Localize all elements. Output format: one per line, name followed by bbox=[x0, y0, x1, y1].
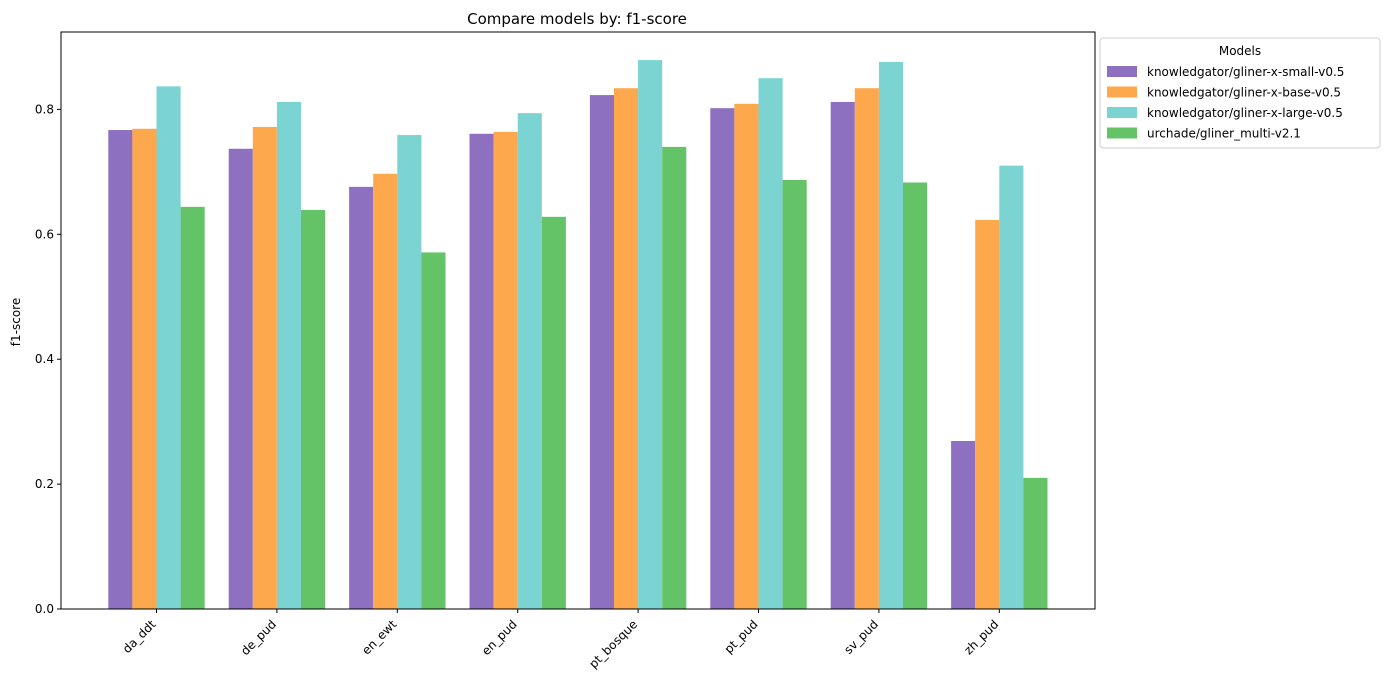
y-tick-label: 0.0 bbox=[35, 602, 54, 616]
bar-da_ddt-series-3 bbox=[180, 206, 205, 609]
bar-pt_bosque-series-2 bbox=[638, 60, 663, 610]
bar-en_pud-series-3 bbox=[541, 216, 566, 609]
x-tick-label-en_pud: en_pud bbox=[479, 617, 520, 658]
legend-label-3: urchade/gliner_multi-v2.1 bbox=[1147, 127, 1301, 141]
bar-en_pud-series-1 bbox=[493, 131, 518, 609]
x-tick-label-da_ddt: da_ddt bbox=[120, 617, 159, 656]
bar-pt_bosque-series-3 bbox=[662, 146, 687, 609]
legend-swatch-2 bbox=[1107, 107, 1137, 118]
bar-da_ddt-series-1 bbox=[132, 128, 157, 610]
bar-de_pud-series-3 bbox=[301, 209, 326, 609]
bar-zh_pud-series-3 bbox=[1023, 477, 1048, 609]
bar-sv_pud-series-0 bbox=[830, 101, 855, 609]
bar-en_pud-series-2 bbox=[517, 113, 542, 610]
legend-items: knowledgator/gliner-x-small-v0.5 knowledg… bbox=[1107, 65, 1344, 141]
x-tick-label-pt_pud: pt_pud bbox=[722, 617, 761, 656]
bar-en_ewt-series-2 bbox=[397, 135, 422, 610]
bar-de_pud-series-2 bbox=[276, 101, 301, 609]
bar-zh_pud-series-2 bbox=[999, 165, 1024, 609]
bar-en_ewt-series-1 bbox=[373, 173, 398, 609]
y-axis-label: f1-score bbox=[9, 298, 23, 346]
bar-pt_pud-series-3 bbox=[782, 180, 807, 609]
legend-label-1: knowledgator/gliner-x-base-v0.5 bbox=[1147, 86, 1341, 100]
y-tick-label: 0.6 bbox=[35, 227, 54, 241]
bars-group bbox=[108, 60, 1048, 610]
bar-zh_pud-series-0 bbox=[951, 441, 976, 609]
legend-box bbox=[1099, 37, 1381, 149]
bar-en_ewt-series-3 bbox=[421, 252, 446, 609]
bar-sv_pud-series-3 bbox=[903, 182, 928, 610]
bar-da_ddt-series-2 bbox=[156, 86, 181, 609]
x-tick-label-sv_pud: sv_pud bbox=[841, 617, 881, 657]
x-tick-label-en_ewt: en_ewt bbox=[359, 617, 399, 657]
legend-label-2: knowledgator/gliner-x-large-v0.5 bbox=[1147, 106, 1343, 120]
bar-sv_pud-series-2 bbox=[878, 61, 903, 610]
bar-en_ewt-series-0 bbox=[349, 186, 374, 609]
legend-swatch-3 bbox=[1107, 127, 1137, 139]
x-axis: da_ddt de_pud en_ewt en_pud pt_bosque pt_pud s… bbox=[120, 609, 1001, 671]
legend-swatch-0 bbox=[1107, 66, 1137, 77]
bar-pt_bosque-series-1 bbox=[614, 88, 639, 609]
bar-de_pud-series-1 bbox=[252, 126, 277, 610]
y-tick-label: 0.8 bbox=[35, 102, 54, 116]
bar-pt_pud-series-2 bbox=[758, 78, 783, 609]
bar-zh_pud-series-1 bbox=[975, 219, 1000, 609]
legend-title: Models bbox=[1219, 44, 1261, 58]
legend: Models knowledgator/gliner-x-small-v0.5k… bbox=[1099, 37, 1381, 149]
bar-en_pud-series-0 bbox=[469, 133, 494, 610]
y-axis: 0.0 0.2 0.4 0.6 0.8 bbox=[35, 102, 61, 616]
legend-label-0: knowledgator/gliner-x-small-v0.5 bbox=[1147, 65, 1344, 79]
y-tick-label: 0.4 bbox=[35, 352, 54, 366]
bar-pt_bosque-series-0 bbox=[589, 95, 614, 609]
bar-pt_pud-series-0 bbox=[710, 108, 735, 610]
bar-pt_pud-series-1 bbox=[734, 103, 759, 609]
x-tick-label-zh_pud: zh_pud bbox=[961, 617, 1001, 657]
chart-title: Compare models by: f1-score bbox=[467, 10, 687, 28]
legend-swatch-1 bbox=[1107, 86, 1137, 98]
x-tick-label-de_pud: de_pud bbox=[238, 617, 279, 658]
y-tick-label: 0.2 bbox=[35, 477, 54, 491]
plot-frame bbox=[60, 31, 1096, 610]
bar-sv_pud-series-1 bbox=[854, 88, 879, 609]
bar-da_ddt-series-0 bbox=[108, 130, 133, 610]
x-tick-label-pt_bosque: pt_bosque bbox=[586, 617, 640, 671]
bar-de_pud-series-0 bbox=[228, 148, 253, 609]
